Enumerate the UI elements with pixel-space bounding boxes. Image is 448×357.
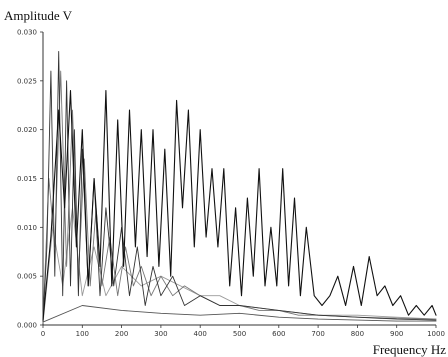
series-line-1 xyxy=(42,90,437,321)
x-tick-label: 600 xyxy=(272,330,285,338)
y-tick-label: 0.015 xyxy=(17,175,37,183)
x-axis-label: Frequency Hz xyxy=(373,342,447,357)
x-tick-label: 400 xyxy=(194,330,207,338)
y-tick-label: 0.025 xyxy=(17,77,37,85)
x-tick-label: 500 xyxy=(233,330,246,338)
y-axis-label: Amplitude V xyxy=(4,8,73,23)
y-tick-label: 0.020 xyxy=(17,126,37,134)
x-tick-label: 900 xyxy=(390,330,403,338)
x-tick-label: 100 xyxy=(76,330,89,338)
y-tick-label: 0.030 xyxy=(17,29,37,37)
x-tick-label: 1000 xyxy=(427,330,445,338)
x-tick-label: 700 xyxy=(311,330,324,338)
y-tick-label: 0.005 xyxy=(17,273,37,281)
x-tick-label: 800 xyxy=(351,330,364,338)
series-line-2 xyxy=(42,51,437,323)
y-tick-label: 0.000 xyxy=(17,322,37,330)
plot-area: 0.000 0.005 0.010 0.015 0.020 0.025 0.030 0 100 2… xyxy=(17,29,445,339)
y-tick-label: 0.010 xyxy=(17,224,37,232)
x-tick-label: 300 xyxy=(154,330,167,338)
x-tick-label: 0 xyxy=(41,330,45,338)
x-tick-label: 200 xyxy=(115,330,128,338)
series-line-5 xyxy=(42,305,437,323)
